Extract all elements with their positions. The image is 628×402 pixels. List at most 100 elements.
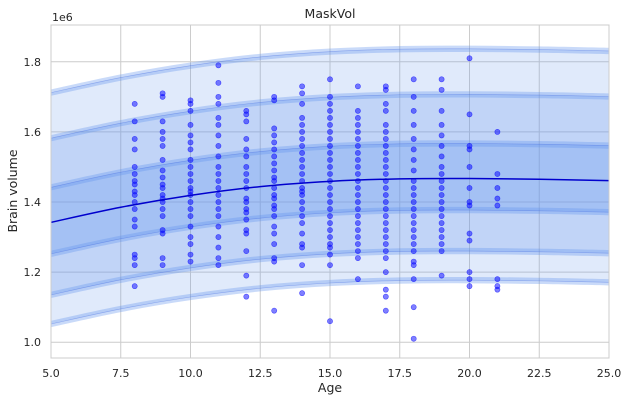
data-point xyxy=(327,143,333,149)
data-point xyxy=(327,129,333,135)
data-point xyxy=(271,206,278,212)
data-point xyxy=(438,122,445,128)
data-point xyxy=(327,251,333,258)
data-point xyxy=(187,107,194,114)
data-point xyxy=(354,248,361,254)
data-point xyxy=(354,150,361,156)
data-point xyxy=(215,164,222,170)
data-point xyxy=(131,118,138,125)
data-point xyxy=(243,248,250,254)
data-point xyxy=(410,335,417,342)
data-point xyxy=(327,157,333,163)
data-point xyxy=(243,171,250,177)
data-point xyxy=(215,132,222,139)
x-axis-ticks: 5.0 7.5 10.0 12.5 15.0 17.5 20.0 22.5 25.0 xyxy=(42,367,621,380)
data-point xyxy=(410,304,417,311)
data-point xyxy=(299,83,305,90)
data-point xyxy=(410,136,417,142)
data-point xyxy=(187,234,194,240)
data-point xyxy=(438,248,445,254)
data-point xyxy=(215,255,222,261)
data-point xyxy=(354,192,361,198)
data-point xyxy=(327,244,333,251)
data-point xyxy=(271,230,278,237)
data-point xyxy=(354,83,361,90)
data-point xyxy=(215,79,222,86)
data-point xyxy=(382,107,389,114)
data-point xyxy=(382,248,389,254)
data-point xyxy=(354,185,361,191)
data-point xyxy=(159,174,166,181)
data-point xyxy=(410,146,417,153)
data-point xyxy=(327,93,333,100)
data-point xyxy=(271,241,278,247)
data-point xyxy=(159,118,166,125)
x-tick-label: 17.5 xyxy=(388,367,413,380)
data-point xyxy=(382,164,389,170)
data-point xyxy=(299,220,305,226)
data-point xyxy=(382,213,389,219)
y-tick-label: 1.0 xyxy=(24,336,42,349)
data-point xyxy=(327,192,333,198)
data-point xyxy=(466,283,473,290)
data-point xyxy=(187,241,194,247)
data-point xyxy=(410,234,417,240)
data-point xyxy=(354,178,361,184)
centile-band-edge xyxy=(51,140,609,191)
centile-band-edge xyxy=(51,91,609,142)
data-point xyxy=(299,143,305,149)
centile-band-edge xyxy=(51,276,609,328)
x-axis-label: Age xyxy=(318,380,342,395)
data-point xyxy=(410,227,417,233)
data-point xyxy=(215,171,222,177)
data-point xyxy=(438,164,445,170)
data-point xyxy=(382,150,389,156)
data-point xyxy=(382,143,389,149)
data-point xyxy=(299,164,305,170)
data-point xyxy=(327,213,333,219)
data-point xyxy=(494,185,501,191)
data-point xyxy=(382,86,389,93)
data-point xyxy=(131,181,138,188)
data-point xyxy=(354,171,361,177)
data-point xyxy=(131,171,138,177)
data-point xyxy=(327,171,333,177)
data-point xyxy=(299,114,305,121)
data-point xyxy=(299,206,305,212)
data-point xyxy=(131,164,138,170)
data-point xyxy=(131,206,138,212)
data-point xyxy=(187,251,194,258)
data-point xyxy=(354,164,361,170)
data-point xyxy=(271,97,278,104)
data-point xyxy=(410,107,417,114)
data-point xyxy=(187,223,194,230)
data-point xyxy=(438,213,445,219)
data-point xyxy=(327,136,333,142)
data-point xyxy=(243,118,250,125)
data-point xyxy=(243,136,250,142)
x-tick-label: 12.5 xyxy=(248,367,273,380)
data-point xyxy=(438,86,445,93)
data-point xyxy=(354,114,361,121)
median-curve xyxy=(50,177,610,224)
data-point xyxy=(215,143,222,149)
data-point xyxy=(438,107,445,114)
x-tick-label: 10.0 xyxy=(178,367,203,380)
data-point xyxy=(410,276,417,283)
data-point xyxy=(187,139,194,146)
data-point xyxy=(438,199,445,205)
data-point xyxy=(187,199,194,205)
data-point xyxy=(271,153,278,160)
y-tick-label: 1.8 xyxy=(24,56,42,69)
data-point xyxy=(271,258,278,265)
data-point xyxy=(354,199,361,205)
data-point xyxy=(327,122,333,128)
data-point xyxy=(243,230,250,237)
data-point xyxy=(382,185,389,191)
data-point xyxy=(131,136,138,142)
data-point xyxy=(410,93,417,100)
data-point xyxy=(215,178,222,184)
data-point xyxy=(466,55,473,62)
data-point xyxy=(215,62,222,69)
data-point xyxy=(354,227,361,233)
